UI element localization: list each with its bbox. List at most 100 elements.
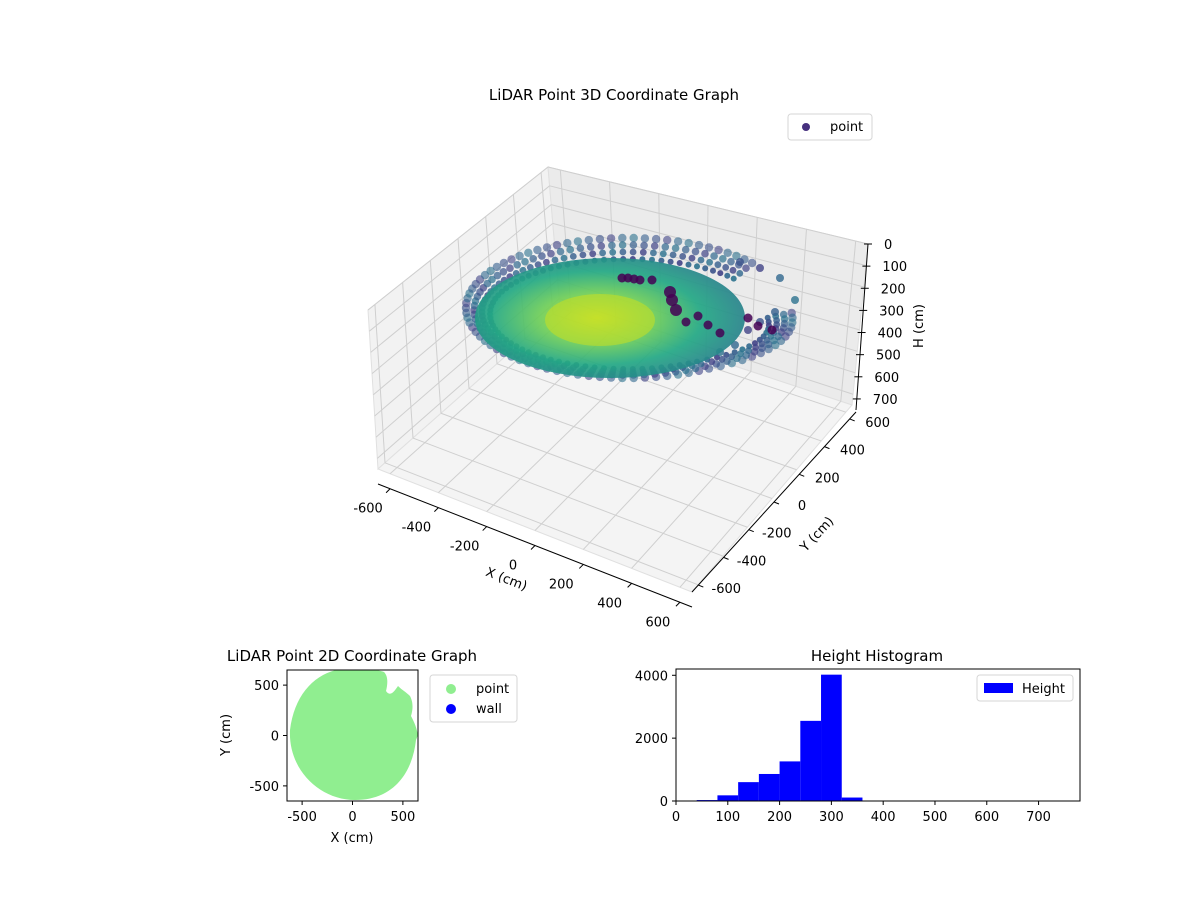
rim-point xyxy=(742,264,750,273)
histogram-bars xyxy=(676,674,1070,801)
z-axis-label: H (cm) xyxy=(912,304,927,348)
rim-point xyxy=(629,233,638,243)
rim-point xyxy=(691,247,700,256)
dark-point xyxy=(767,325,777,335)
rim-point xyxy=(538,252,546,260)
chart-3d: LiDAR Point 3D Coordinate Graph -600 -400… xyxy=(353,86,927,630)
rim-point xyxy=(776,274,784,282)
y-tick-label: 0 xyxy=(798,499,806,514)
rim-point xyxy=(640,241,648,250)
rim-point xyxy=(671,244,680,252)
rim-point xyxy=(543,258,550,266)
z-tick-label: 200 xyxy=(881,282,906,297)
rim-point xyxy=(513,261,521,269)
rim-point xyxy=(533,245,542,255)
x-tick-label-histogram: 400 xyxy=(871,810,896,825)
x-tick-label: -600 xyxy=(353,502,383,517)
rim-point xyxy=(681,245,690,254)
rim-point xyxy=(685,261,692,268)
x-tick-label-2d: 0 xyxy=(348,810,356,825)
rim-point xyxy=(629,248,637,256)
rim-point xyxy=(608,241,616,250)
rim-point xyxy=(694,263,700,270)
z-tick-label: 300 xyxy=(879,304,904,319)
y-tick-label: 200 xyxy=(815,471,840,486)
rim-point xyxy=(599,249,606,257)
x-tick-label: -200 xyxy=(450,540,480,555)
rim-point xyxy=(663,235,672,245)
rim-point xyxy=(684,238,693,248)
rim-point xyxy=(639,248,647,256)
rim-point xyxy=(729,266,737,274)
legend-2d-label-wall: wall xyxy=(476,702,502,717)
dark-cluster-points xyxy=(617,273,777,338)
rim-point xyxy=(499,268,508,276)
y-tick-label: -400 xyxy=(737,554,767,569)
x-tick-label: 200 xyxy=(549,577,574,592)
rim-point xyxy=(714,354,720,361)
y-tick-label: -600 xyxy=(712,582,742,597)
z-axis-line xyxy=(855,243,869,411)
y-tick-label: 600 xyxy=(865,416,890,431)
y-tick-label-histogram: 4000 xyxy=(635,669,668,684)
histogram-bar xyxy=(717,795,739,801)
rim-point xyxy=(723,248,732,257)
rim-point xyxy=(752,340,758,347)
x-tick-label: -400 xyxy=(402,521,432,536)
dark-point xyxy=(670,304,682,316)
rim-point xyxy=(717,270,724,277)
x-tick-label: 0 xyxy=(509,559,517,574)
rim-point xyxy=(702,265,709,272)
rim-point xyxy=(704,243,714,252)
histogram-bar xyxy=(738,782,759,801)
dark-point xyxy=(693,311,703,321)
y-tick-label: 400 xyxy=(840,444,865,459)
rim-point xyxy=(579,251,587,259)
y-tick-label-histogram: 0 xyxy=(660,795,668,810)
rim-point xyxy=(722,264,730,271)
dark-point xyxy=(666,294,678,306)
legend-2d-marker-point xyxy=(446,684,456,694)
histogram-bar xyxy=(841,797,863,801)
rim-point xyxy=(650,249,657,257)
rim-point xyxy=(618,241,627,249)
dark-point xyxy=(703,320,713,330)
rim-point xyxy=(551,256,559,264)
rim-point xyxy=(756,336,763,343)
rim-point xyxy=(658,257,665,264)
rim-point xyxy=(595,234,605,244)
rim-point xyxy=(667,258,674,265)
ticks-2d: -500 0 500 -500 0 500 xyxy=(249,679,415,825)
rim-point xyxy=(563,238,572,248)
rim-point xyxy=(679,253,687,260)
y-axis-label-2d: Y (cm) xyxy=(219,714,234,757)
rim-point xyxy=(714,261,722,269)
legend-3d-marker xyxy=(802,123,810,131)
rim-point xyxy=(529,254,537,263)
rim-point xyxy=(606,234,616,243)
histogram-bar xyxy=(779,761,801,801)
rim-point xyxy=(727,257,735,266)
chart-histogram: Height Histogram 0 100 200 300 400 500 600 7000… xyxy=(635,647,1081,825)
y-tick-label-2d: 500 xyxy=(254,679,279,694)
x-tick-label-histogram: 300 xyxy=(819,810,844,825)
rim-point xyxy=(566,245,575,254)
rim-point xyxy=(710,267,716,274)
rim-point xyxy=(697,256,705,264)
legend-2d: point wall xyxy=(429,674,518,723)
rim-point xyxy=(524,248,533,257)
rim-point xyxy=(718,355,726,363)
y-tick-label: -200 xyxy=(762,527,792,542)
rim-point xyxy=(661,243,670,251)
legend-histogram-label: Height xyxy=(1022,682,1065,697)
x-tick-label-histogram: 100 xyxy=(715,810,740,825)
histogram-title: Height Histogram xyxy=(811,647,943,665)
rim-point xyxy=(771,308,779,316)
legend-2d-marker-wall xyxy=(446,704,456,714)
z-tick-label: 700 xyxy=(873,393,898,408)
x-tick-label-histogram: 500 xyxy=(923,810,948,825)
x-tick-label-2d: -500 xyxy=(287,810,317,825)
dark-point xyxy=(681,317,691,327)
rim-point xyxy=(492,262,502,272)
rim-point xyxy=(701,249,709,258)
